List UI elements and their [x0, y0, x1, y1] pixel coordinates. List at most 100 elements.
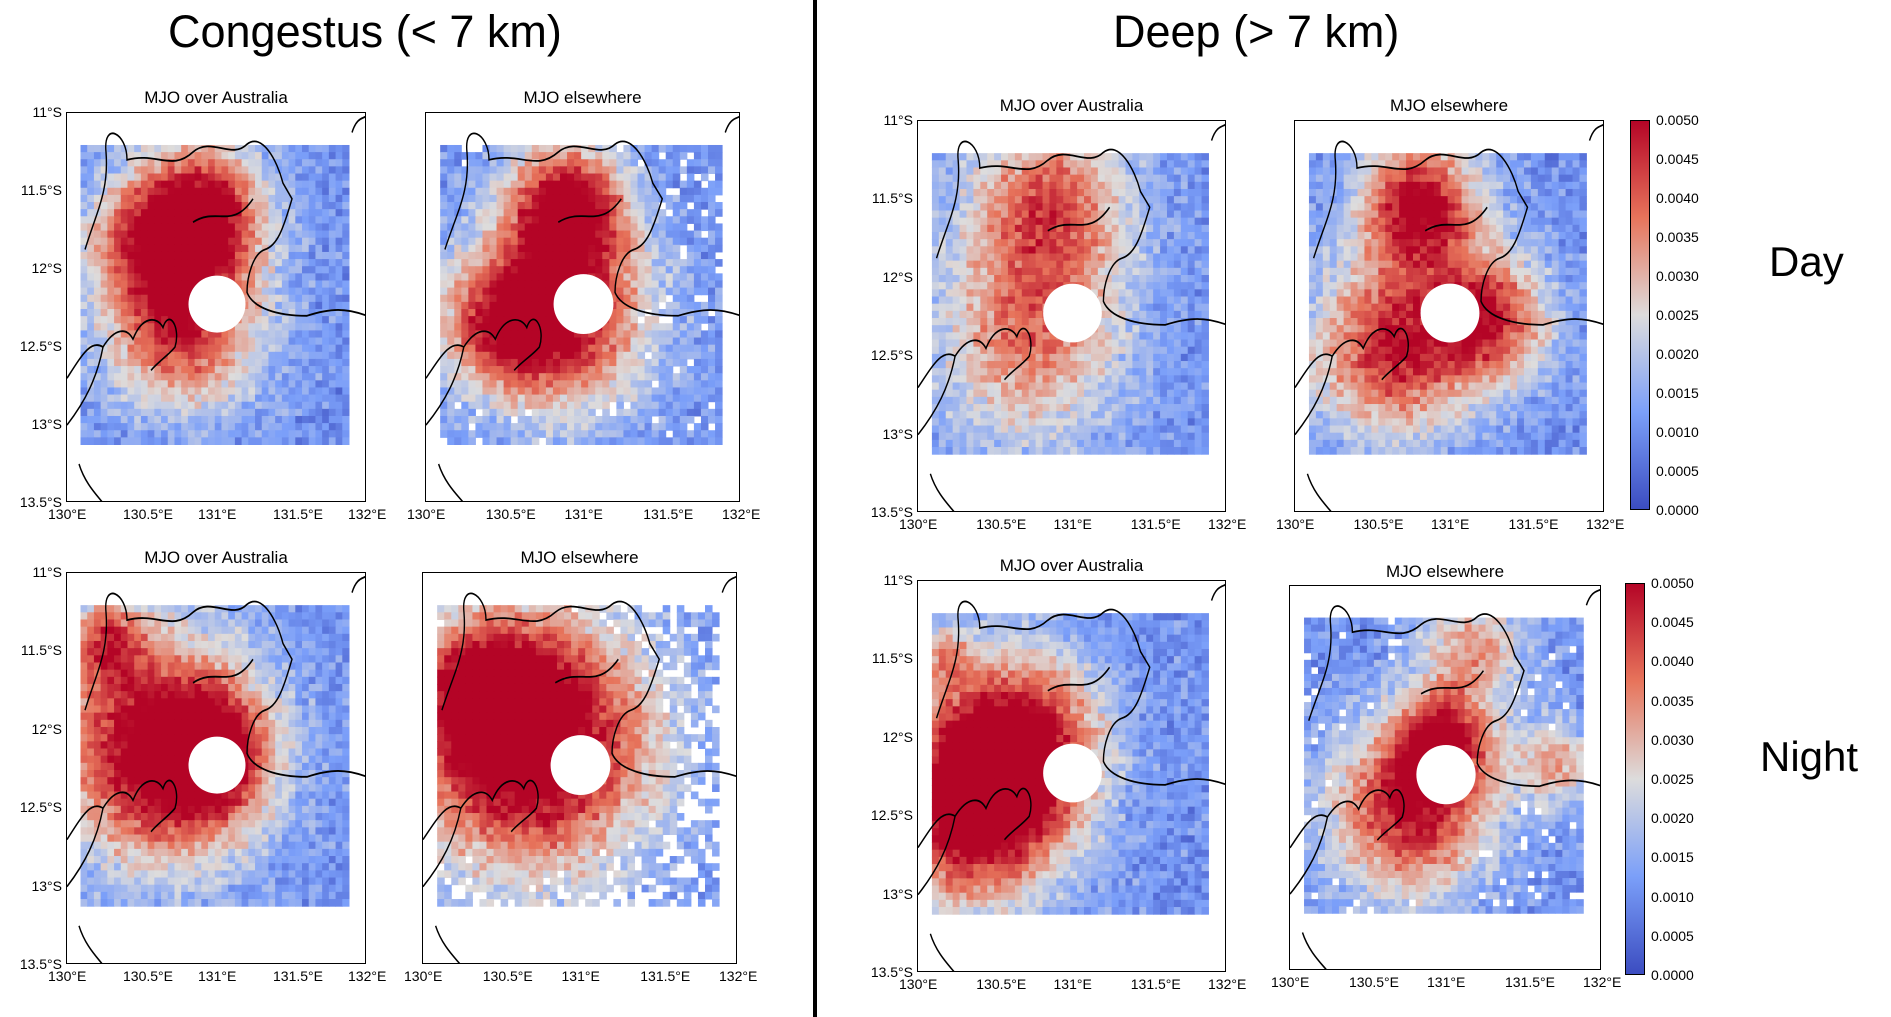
heatmap-cell — [241, 394, 249, 403]
heatmap-cell — [275, 194, 283, 203]
heatmap-cell — [87, 408, 95, 417]
heatmap-cell — [187, 870, 196, 879]
heatmap-cell — [208, 380, 216, 388]
heatmap-cell — [114, 856, 122, 864]
heatmap-cell — [295, 813, 303, 821]
heatmap-cell — [167, 841, 175, 850]
heatmap-cell — [288, 180, 296, 189]
heatmap-cell — [255, 351, 263, 360]
heatmap-cell — [281, 202, 290, 210]
heatmap-cell — [531, 173, 540, 182]
heatmap-cell — [80, 337, 88, 346]
heatmap-cell — [80, 373, 88, 381]
heatmap-cell — [496, 266, 505, 274]
heatmap-cell — [468, 373, 476, 381]
heatmap-cell — [700, 251, 709, 260]
heatmap-cell — [107, 144, 115, 153]
heatmap-cell — [715, 337, 723, 346]
heatmap-cell — [167, 727, 175, 735]
heatmap-cell — [167, 237, 175, 246]
heatmap-cell — [602, 230, 610, 239]
heatmap-cell — [140, 848, 149, 857]
heatmap-cell — [517, 173, 526, 182]
heatmap-cell — [454, 423, 462, 431]
heatmap-cell — [461, 237, 469, 246]
heatmap-cell — [524, 401, 533, 410]
heatmap-cell — [616, 159, 624, 167]
heatmap-cell — [147, 415, 155, 424]
heatmap-cell — [234, 791, 243, 800]
heatmap-cell — [510, 144, 519, 153]
heatmap-cell — [167, 748, 175, 757]
heatmap-cell — [248, 791, 256, 800]
heatmap-cell — [201, 662, 209, 671]
heatmap-cell — [87, 834, 95, 843]
heatmap-cell — [208, 626, 216, 635]
heatmap-cell — [80, 351, 88, 360]
heatmap-cell — [214, 351, 222, 360]
heatmap-cell — [281, 209, 290, 217]
heatmap-cell — [315, 366, 323, 374]
heatmap-cell — [679, 408, 688, 417]
heatmap-cell — [328, 698, 337, 706]
heatmap-cell — [503, 337, 512, 346]
heatmap-cell — [208, 676, 216, 685]
heatmap-cell — [221, 187, 229, 196]
heatmap-cell — [658, 280, 667, 289]
heatmap-cell — [261, 669, 269, 678]
heatmap-cell — [281, 194, 290, 203]
heatmap-cell — [147, 698, 155, 706]
heatmap-cell — [295, 619, 303, 628]
heatmap-cell — [489, 301, 498, 310]
heatmap-cell — [461, 344, 469, 353]
heatmap-cell — [187, 351, 196, 360]
heatmap-cell — [308, 152, 316, 160]
congestus-day-elsewhere-svg — [426, 115, 739, 501]
heatmap-cell — [588, 351, 596, 360]
heatmap-cell — [288, 791, 296, 800]
heatmap-cell — [114, 777, 122, 785]
heatmap-cell — [187, 741, 196, 750]
heatmap-cell — [510, 351, 519, 360]
heatmap-cell — [581, 159, 589, 167]
heatmap-cell — [468, 351, 476, 360]
heatmap-cell — [328, 166, 337, 174]
heatmap-cell — [228, 202, 236, 210]
heatmap-cell — [524, 344, 533, 353]
heatmap-cell — [322, 273, 330, 281]
heatmap-cell — [658, 230, 667, 239]
heatmap-cell — [161, 401, 169, 410]
heatmap-cell — [595, 209, 603, 217]
heatmap-cell — [567, 437, 575, 445]
heatmap-cell — [322, 316, 330, 324]
heatmap-cell — [281, 662, 290, 671]
heatmap-cell — [93, 791, 102, 800]
heatmap-cell — [328, 415, 337, 424]
heatmap-cell — [328, 223, 337, 232]
heatmap-cell — [510, 259, 519, 267]
heatmap-cell — [167, 770, 175, 778]
heatmap-cell — [700, 259, 709, 267]
heatmap-cell — [221, 719, 229, 728]
heatmap-cell — [482, 344, 491, 353]
heatmap-cell — [174, 712, 182, 721]
heatmap-cell — [328, 423, 337, 431]
heatmap-cell — [114, 884, 122, 893]
heatmap-cell — [342, 891, 350, 900]
heatmap-cell — [147, 848, 155, 857]
heatmap-cell — [255, 280, 263, 289]
heatmap-cell — [461, 223, 469, 232]
heatmap-cell — [708, 373, 716, 381]
heatmap-cell — [616, 244, 624, 253]
heatmap-cell — [630, 437, 639, 445]
heatmap-cell — [574, 187, 582, 196]
heatmap-cell — [93, 230, 102, 239]
heatmap-cell — [228, 691, 236, 699]
heatmap-cell — [510, 394, 519, 403]
heatmap-cell — [187, 877, 196, 886]
heatmap-cell — [255, 841, 263, 850]
heatmap-cell — [342, 230, 350, 239]
heatmap-cell — [275, 884, 283, 893]
heatmap-cell — [100, 209, 108, 217]
heatmap-cell — [214, 415, 222, 424]
